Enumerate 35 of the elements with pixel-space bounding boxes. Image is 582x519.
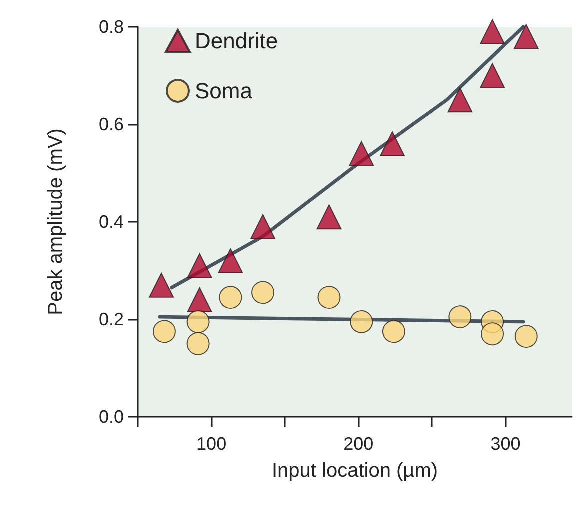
y-tick-label: 0.2 <box>98 310 124 330</box>
point <box>252 281 275 304</box>
legend-label: Soma <box>195 78 254 104</box>
y-tick-label: 0.8 <box>98 17 124 37</box>
point <box>350 310 374 334</box>
point <box>187 253 212 278</box>
x-axis-title: Input location (µm) <box>272 460 438 482</box>
point <box>187 288 212 312</box>
point <box>349 141 374 166</box>
x-tick-label: 300 <box>490 434 521 454</box>
x-tick-label: 100 <box>196 434 227 454</box>
point <box>380 132 406 156</box>
point <box>186 332 210 356</box>
point <box>448 88 473 113</box>
y-tick-label: 0.6 <box>98 114 124 134</box>
point <box>149 272 174 298</box>
point <box>481 322 504 346</box>
point <box>250 214 276 240</box>
point <box>218 248 244 274</box>
point <box>514 24 539 50</box>
point <box>316 204 342 230</box>
x-tick-label: 200 <box>344 434 374 454</box>
point <box>186 310 210 334</box>
y-tick-label: 0.0 <box>98 407 124 427</box>
point <box>219 286 242 310</box>
point <box>514 325 538 348</box>
point <box>480 63 506 88</box>
legend-label: Dendrite <box>195 28 278 54</box>
point <box>448 306 472 329</box>
point <box>480 19 506 44</box>
point <box>318 286 341 310</box>
y-axis-title: Peak amplitude (mV) <box>45 128 67 316</box>
y-tick-label: 0.4 <box>98 212 124 232</box>
point <box>382 320 406 344</box>
point <box>153 320 176 344</box>
